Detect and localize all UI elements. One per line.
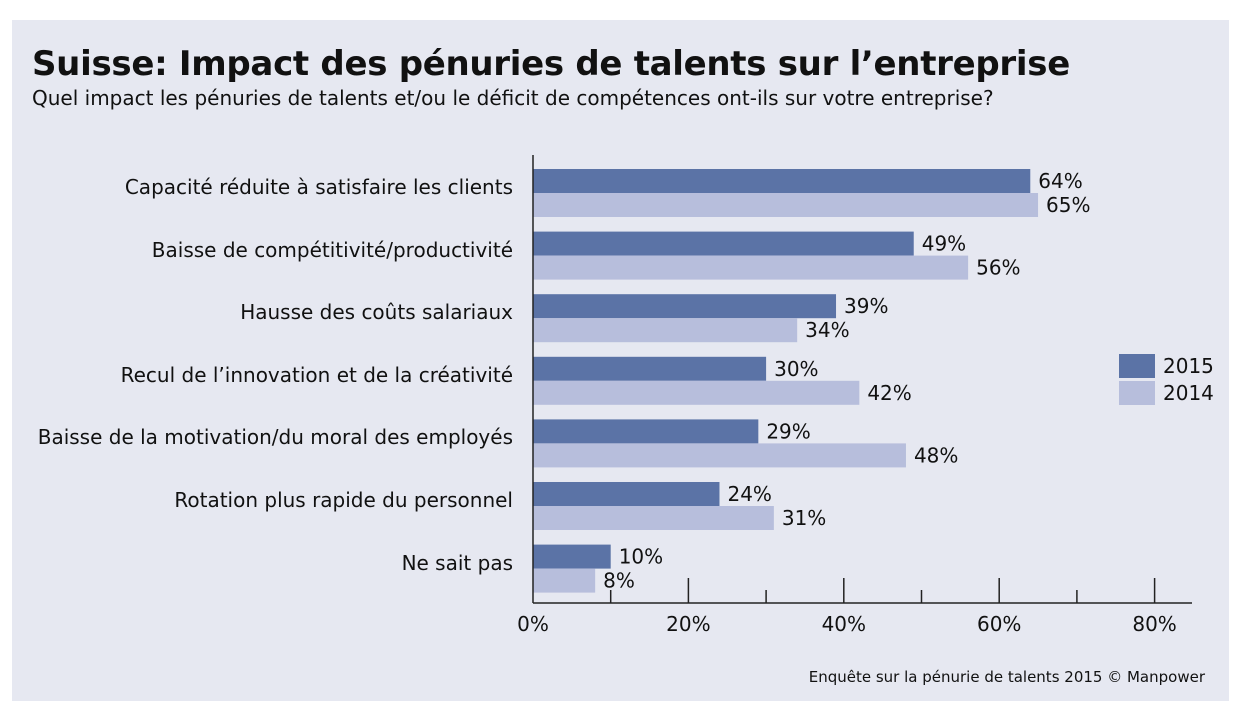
value-label-2014: 56% bbox=[976, 256, 1020, 280]
value-label-2015: 64% bbox=[1038, 169, 1082, 193]
value-label-2015: 39% bbox=[844, 294, 888, 318]
bar-2015 bbox=[533, 231, 914, 256]
category-label: Hausse des coûts salariaux bbox=[240, 300, 513, 325]
x-tick-label: 40% bbox=[822, 612, 866, 636]
value-label-2015: 24% bbox=[727, 482, 771, 506]
chart-subtitle: Quel impact les pénuries de talents et/o… bbox=[32, 86, 994, 110]
category-label: Recul de l’innovation et de la créativit… bbox=[120, 362, 513, 387]
bar-2015 bbox=[533, 544, 611, 569]
x-tick-label: 20% bbox=[666, 612, 710, 636]
category-label: Ne sait pas bbox=[401, 550, 513, 575]
category-label: Rotation plus rapide du personnel bbox=[174, 488, 513, 512]
bar-2015 bbox=[533, 482, 720, 506]
legend-label-2015: 2015 bbox=[1163, 354, 1214, 378]
bars-group bbox=[533, 169, 1039, 593]
legend-swatch-2014 bbox=[1119, 381, 1155, 405]
legend-swatch-2015 bbox=[1119, 354, 1155, 378]
value-label-2014: 65% bbox=[1046, 193, 1090, 217]
value-labels-group: 64%65% 49% 56% 39%34% 30% 42% 29% 48% 24% 31% 10%8… bbox=[603, 169, 1090, 593]
chart-title: Suisse: Impact des pénuries de talents s… bbox=[32, 44, 1070, 84]
bar-2015 bbox=[533, 294, 837, 319]
axes-group: 0% 20% 40% 60% 80% bbox=[517, 155, 1192, 636]
bar-2014 bbox=[533, 380, 860, 405]
bar-2014 bbox=[533, 318, 798, 343]
bar-2014 bbox=[533, 568, 596, 593]
value-label-2015: 29% bbox=[766, 419, 810, 443]
value-label-2015: 49% bbox=[922, 232, 966, 256]
value-label-2014: 31% bbox=[782, 506, 826, 530]
value-label-2014: 34% bbox=[805, 318, 849, 342]
value-label-2014: 42% bbox=[867, 381, 911, 405]
category-label: Baisse de la motivation/du moral des emp… bbox=[37, 425, 513, 450]
value-label-2015: 10% bbox=[619, 545, 663, 569]
bar-2014 bbox=[533, 506, 774, 530]
category-label: Baisse de compétitivité/productivité bbox=[151, 237, 513, 262]
bar-2015 bbox=[533, 356, 767, 381]
value-label-2014: 8% bbox=[603, 569, 635, 593]
bar-2014 bbox=[533, 255, 969, 280]
bar-2014 bbox=[533, 193, 1039, 217]
source-note: Enquête sur la pénurie de talents 2015 ©… bbox=[808, 668, 1205, 686]
category-label: Capacité réduite à satisfaire les client… bbox=[124, 175, 513, 199]
x-tick-label: 60% bbox=[977, 612, 1021, 636]
value-label-2015: 30% bbox=[774, 357, 818, 381]
value-label-2014: 48% bbox=[914, 443, 958, 467]
x-tick-label: 80% bbox=[1132, 612, 1176, 636]
bar-2014 bbox=[533, 443, 906, 468]
legend-label-2014: 2014 bbox=[1163, 381, 1214, 405]
bar-2015 bbox=[533, 169, 1031, 193]
bar-2015 bbox=[533, 419, 759, 444]
x-tick-label: 0% bbox=[517, 612, 549, 636]
